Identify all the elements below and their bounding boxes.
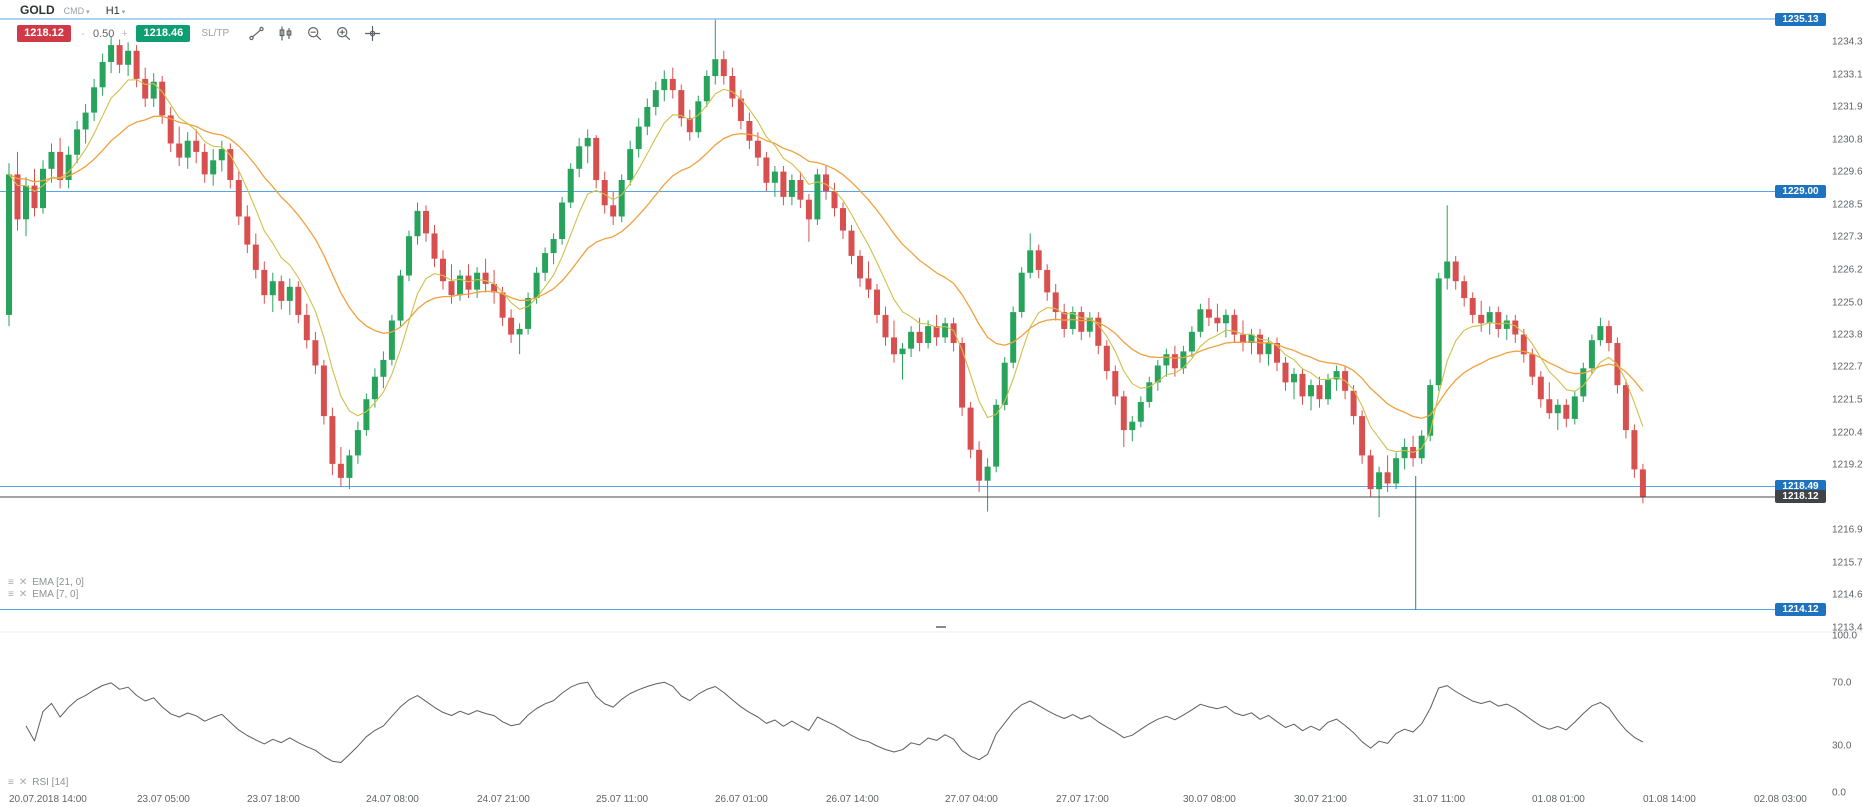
- price-line-badge: 1214.12: [1775, 603, 1826, 616]
- price-axis-label: 1230.83: [1832, 134, 1863, 146]
- ema21-label: EMA [21, 0]: [32, 577, 84, 588]
- time-axis-label: 25.07 11:00: [596, 794, 649, 805]
- rsi-axis-label: 0.0: [1832, 787, 1846, 799]
- menu-icon[interactable]: ≡: [8, 588, 14, 600]
- time-axis-label: 24.07 08:00: [366, 794, 419, 805]
- price-axis-label: 1229.67: [1832, 166, 1863, 178]
- ema21-legend: ≡ ✕ EMA [21, 0]: [8, 577, 84, 588]
- time-axis-label: 27.07 04:00: [945, 794, 998, 805]
- trade-toolbar: 1218.12 - 0.50 + 1218.46 SL/TP: [17, 25, 381, 42]
- rsi-axis-label: 70.0: [1832, 677, 1852, 689]
- time-axis-label: 30.07 08:00: [1183, 794, 1236, 805]
- trend-line-icon[interactable]: [248, 25, 265, 42]
- instrument-header: GOLD CMD ▾ H1 ▾: [20, 3, 125, 17]
- price-axis-label: 1221.57: [1832, 394, 1863, 406]
- timeframe-label: H1: [105, 5, 120, 17]
- price-axis-label: 1222.73: [1832, 361, 1863, 373]
- rsi-label: RSI [14]: [32, 777, 69, 788]
- rsi-axis-label: 30.0: [1832, 740, 1852, 752]
- zoom-in-icon[interactable]: [335, 25, 352, 42]
- volume-stepper: - 0.50 +: [78, 28, 129, 40]
- price-axis-label: 1226.20: [1832, 264, 1863, 276]
- chart-tools: [248, 25, 381, 42]
- ema7-label: EMA [7, 0]: [32, 589, 79, 600]
- time-axis-label: 02.08 03:00: [1754, 794, 1807, 805]
- market-selector[interactable]: CMD ▾: [64, 6, 90, 16]
- zoom-out-icon[interactable]: [306, 25, 323, 42]
- time-axis-label: 27.07 17:00: [1056, 794, 1109, 805]
- close-icon[interactable]: ✕: [18, 576, 28, 588]
- time-axis-label: 20.07.2018 14:00: [9, 794, 87, 805]
- price-axis-label: 1219.26: [1832, 459, 1863, 471]
- price-axis-label: 1220.41: [1832, 427, 1863, 439]
- sltp-toggle[interactable]: SL/TP: [201, 28, 230, 39]
- price-line-badge: 1235.13: [1775, 13, 1826, 26]
- time-axis-label: 31.07 11:00: [1413, 794, 1466, 805]
- price-axis-label: 1225.04: [1832, 297, 1863, 309]
- time-axis-label: 26.07 14:00: [826, 794, 879, 805]
- menu-icon[interactable]: ≡: [8, 776, 14, 788]
- price-line-badge: 1218.49: [1775, 480, 1826, 493]
- time-axis-label: 01.08 01:00: [1532, 794, 1585, 805]
- price-axis-label: 1213.47: [1832, 622, 1863, 634]
- price-axis-label: 1216.94: [1832, 524, 1863, 536]
- price-axis-label: 1233.15: [1832, 69, 1863, 81]
- time-axis-label: 23.07 05:00: [137, 794, 190, 805]
- price-axis-label: 1227.36: [1832, 231, 1863, 243]
- crosshair-icon[interactable]: [364, 25, 381, 42]
- chart-type-icon[interactable]: [277, 25, 294, 42]
- price-axis-label: 1231.99: [1832, 101, 1863, 113]
- sell-button[interactable]: 1218.12: [17, 25, 71, 42]
- price-axis-label: 1214.62: [1832, 589, 1863, 601]
- close-icon[interactable]: ✕: [18, 588, 28, 600]
- market-label: CMD: [63, 6, 85, 16]
- volume-value[interactable]: 0.50: [93, 27, 115, 40]
- instrument-symbol: GOLD: [20, 3, 55, 17]
- current-price-badge: 1218.12: [1775, 490, 1826, 503]
- price-axis-label: 1215.78: [1832, 557, 1863, 569]
- chevron-down-icon: ▾: [86, 9, 90, 16]
- chevron-down-icon: ▾: [121, 9, 126, 16]
- menu-icon[interactable]: ≡: [8, 576, 14, 588]
- ema7-legend: ≡ ✕ EMA [7, 0]: [8, 589, 78, 600]
- time-axis-label: 23.07 18:00: [247, 794, 300, 805]
- rsi-axis-label: 100.0: [1832, 630, 1858, 642]
- volume-increase-button[interactable]: +: [121, 27, 128, 40]
- buy-button[interactable]: 1218.46: [136, 25, 191, 42]
- time-axis-label: 01.08 14:00: [1643, 794, 1696, 805]
- time-axis-label: 26.07 01:00: [715, 794, 768, 805]
- price-axis-label: 1223.89: [1832, 329, 1863, 341]
- time-axis-label: 24.07 21:00: [477, 794, 530, 805]
- volume-decrease-button[interactable]: -: [81, 27, 85, 40]
- price-axis-label: 1228.52: [1832, 199, 1863, 211]
- price-axis-label: 1234.31: [1832, 36, 1863, 48]
- timeframe-selector[interactable]: H1 ▾: [106, 5, 126, 17]
- close-icon[interactable]: ✕: [18, 776, 28, 788]
- rsi-legend: ≡ ✕ RSI [14]: [8, 777, 68, 788]
- time-axis-label: 30.07 21:00: [1294, 794, 1347, 805]
- price-line-badge: 1229.00: [1775, 185, 1826, 198]
